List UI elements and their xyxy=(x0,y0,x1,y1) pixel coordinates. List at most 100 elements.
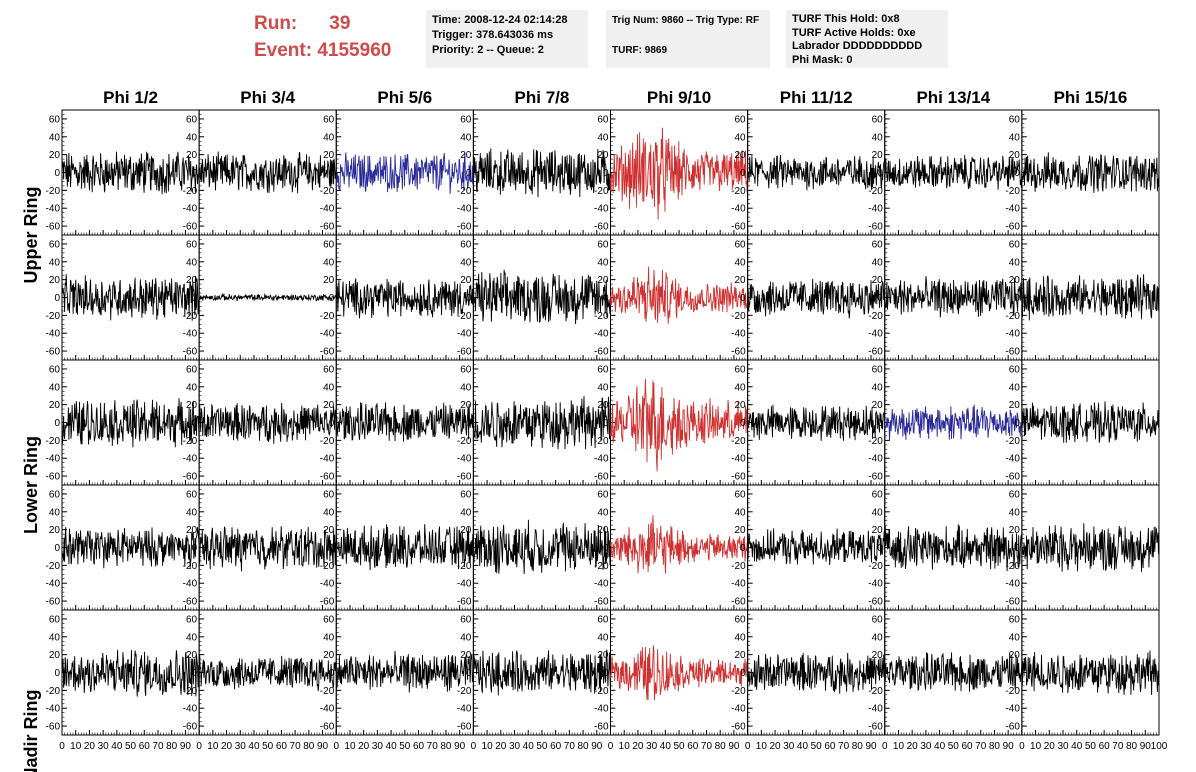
y-tick-label: 60 xyxy=(460,114,472,125)
y-tick-label: -20 xyxy=(731,311,746,322)
x-tick-label: 40 xyxy=(660,741,672,752)
y-tick-label: 0 xyxy=(466,543,472,554)
y-tick-label: 40 xyxy=(460,132,472,143)
y-tick-label: 20 xyxy=(49,650,61,661)
waveform-panel: -60 -40 -20 0 20 40 60 xyxy=(868,234,1023,361)
waveform-trace xyxy=(884,275,1023,318)
waveform-panel: -60 -40 -20 0 20 40 60 xyxy=(46,109,200,236)
y-tick-label: 0 xyxy=(466,293,472,304)
waveform-trace xyxy=(335,152,474,194)
y-tick-label: -60 xyxy=(46,722,61,733)
info-priority: Priority: 2 -- Queue: 2 xyxy=(432,44,544,56)
y-tick-label: -20 xyxy=(731,686,746,697)
waveform-trace xyxy=(610,515,749,574)
y-tick-label: -20 xyxy=(868,436,883,447)
y-tick-label: -40 xyxy=(320,454,335,465)
row-label: Lower Ring xyxy=(21,436,41,534)
y-tick-label: -40 xyxy=(731,329,746,340)
y-tick-label: -60 xyxy=(868,472,883,483)
x-tick-label: 60 xyxy=(413,741,425,752)
x-tick-label: 80 xyxy=(303,741,315,752)
y-tick-label: -40 xyxy=(868,329,883,340)
info-labrador: Labrador DDDDDDDDDD xyxy=(792,40,923,52)
y-tick-label: -40 xyxy=(1005,579,1020,590)
y-tick-label: 0 xyxy=(1014,168,1020,179)
x-tick-label: 10 xyxy=(893,741,905,752)
y-tick-label: 40 xyxy=(872,132,884,143)
x-tick-label: 30 xyxy=(98,741,110,752)
y-tick-label: 0 xyxy=(877,668,883,679)
x-tick-label: 50 xyxy=(948,741,960,752)
y-tick-label: 60 xyxy=(735,114,747,125)
x-tick-label: 80 xyxy=(715,741,727,752)
waveform-panel: -60 -40 -20 0 20 40 60 xyxy=(320,109,474,236)
y-tick-label: 20 xyxy=(49,400,61,411)
waveform-trace xyxy=(747,278,886,319)
y-tick-label: 20 xyxy=(49,275,61,286)
y-tick-label: 0 xyxy=(877,543,883,554)
x-tick-label: 70 xyxy=(564,741,576,752)
y-tick-label: 20 xyxy=(872,525,884,536)
y-tick-label: 20 xyxy=(186,650,198,661)
x-tick-label: 90 xyxy=(1003,741,1015,752)
waveform-panel: -60 -40 -20 0 20 40 60 xyxy=(1005,234,1160,361)
y-tick-label: -40 xyxy=(594,204,609,215)
y-tick-label: 40 xyxy=(597,632,609,643)
y-tick-label: 60 xyxy=(872,364,884,375)
x-tick-label: 20 xyxy=(769,741,781,752)
x-tick-label: 0 xyxy=(471,741,477,752)
waveform-trace xyxy=(198,402,337,444)
y-tick-label: -20 xyxy=(1005,436,1020,447)
event-value: 4155960 xyxy=(317,40,392,61)
y-tick-label: -40 xyxy=(183,454,198,465)
x-tick-label: 20 xyxy=(632,741,644,752)
y-tick-label: -40 xyxy=(868,704,883,715)
x-tick-label: 90 xyxy=(454,741,466,752)
y-tick-label: 0 xyxy=(329,168,335,179)
y-tick-label: -20 xyxy=(868,186,883,197)
waveform-trace xyxy=(610,266,749,324)
y-tick-label: 40 xyxy=(186,132,198,143)
y-tick-label: 0 xyxy=(54,293,60,304)
x-tick-label: 50 xyxy=(1085,741,1097,752)
y-tick-label: -40 xyxy=(731,704,746,715)
y-tick-label: 20 xyxy=(597,150,609,161)
y-tick-label: 0 xyxy=(54,668,60,679)
x-tick-label: 0 xyxy=(196,741,202,752)
y-tick-label: -40 xyxy=(731,579,746,590)
waveform-trace xyxy=(61,274,200,321)
x-tick-label: 20 xyxy=(495,741,507,752)
y-tick-label: 40 xyxy=(49,382,61,393)
waveform-panel: -60 -40 -20 0 20 40 60 xyxy=(457,484,611,611)
x-tick-label: 0 xyxy=(1019,741,1025,752)
x-tick-label: 60 xyxy=(550,741,562,752)
x-tick-label: 50 xyxy=(536,741,548,752)
y-tick-label: -20 xyxy=(1005,311,1020,322)
waveform-trace xyxy=(198,526,337,572)
y-tick-label: 60 xyxy=(323,614,335,625)
y-tick-label: 0 xyxy=(1014,543,1020,554)
y-tick-label: 60 xyxy=(735,614,747,625)
y-tick-label: 40 xyxy=(460,382,472,393)
waveform-trace xyxy=(61,649,200,697)
y-tick-label: -40 xyxy=(183,704,198,715)
x-tick-label: 30 xyxy=(920,741,932,752)
x-tick-label: 20 xyxy=(907,741,919,752)
run-label: Run: xyxy=(254,13,298,34)
y-tick-label: 60 xyxy=(735,489,747,500)
y-tick-label: 20 xyxy=(460,150,472,161)
y-tick-label: -60 xyxy=(46,597,61,608)
waveform-panel: -60 -40 -20 0 20 40 60 xyxy=(868,484,1023,611)
y-tick-label: -60 xyxy=(183,722,198,733)
y-tick-label: -20 xyxy=(457,686,472,697)
y-tick-label: 20 xyxy=(872,275,884,286)
waveform-panel: -60 -40 -20 0 20 40 60 xyxy=(457,359,611,486)
y-tick-label: -60 xyxy=(183,472,198,483)
waveform-panel: -60 -40 -20 0 20 40 60 xyxy=(320,234,474,361)
y-tick-label: 40 xyxy=(186,632,198,643)
y-tick-label: 20 xyxy=(186,150,198,161)
y-tick-label: -60 xyxy=(731,722,746,733)
y-tick-label: 0 xyxy=(603,668,609,679)
y-tick-label: 40 xyxy=(597,257,609,268)
y-tick-label: 40 xyxy=(49,632,61,643)
